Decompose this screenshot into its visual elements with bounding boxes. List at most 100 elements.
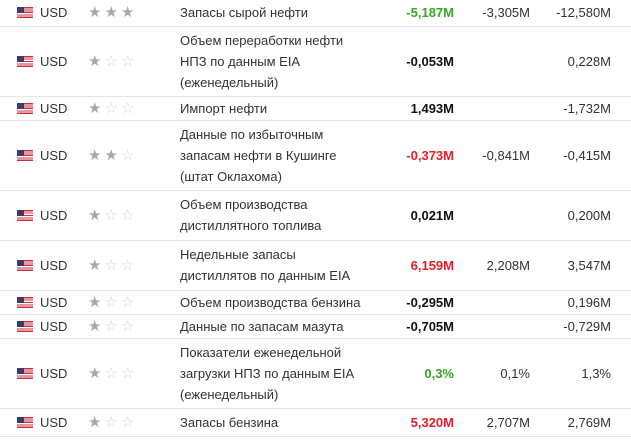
star-icon: ★ [88,52,102,70]
star-icon: ☆ [120,206,135,224]
importance-stars: ★ ☆ ☆ [84,415,180,430]
star-icon: ☆ [120,317,135,335]
currency: USD [40,120,84,191]
previous-value: -1,732M [530,96,631,121]
event-name-line: загрузки НПЗ по данным EIA [180,365,355,381]
previous-value: -0,729M [530,314,631,339]
importance-stars: ★ ★ ☆ [84,148,180,163]
importance-stars: ★ ★ ★ [84,5,180,20]
forecast-value: -0,841M [454,120,530,191]
us-flag-icon [17,259,33,271]
previous-value: -12,580M [530,0,631,27]
table-row[interactable]: USD ★ ☆ ☆ Импорт нефти 1,493M -1,732M [0,96,631,121]
table-row[interactable]: USD ★ ☆ ☆ Показатели еженедельной загрузки … [0,338,631,409]
actual-value: -0,705M [378,314,454,339]
event-name-line: Объем переработки нефти [180,32,344,48]
table-row[interactable]: USD ★ ★ ★ Запасы сырой нефти -5,187M -3,30… [0,0,631,27]
us-flag-icon [17,149,33,161]
table-row[interactable]: USD ★ ☆ ☆ Недельные запасы дистиллятов по д… [0,240,631,291]
star-icon: ★ [88,4,102,22]
importance-stars: ★ ☆ ☆ [84,319,180,334]
star-icon: ☆ [120,99,135,117]
table-row[interactable]: USD ★ ☆ ☆ Объем переработки нефти НПЗ по да… [0,26,631,97]
table-row[interactable]: USD ★ ☆ ☆ Запасы бензина 5,320M 2,707M 2,7… [0,408,631,437]
currency: USD [40,26,84,97]
event-name[interactable]: Объем переработки нефти НПЗ по данным EIA… [180,30,378,93]
star-icon: ★ [120,4,135,22]
forecast-value [454,96,530,121]
forecast-value: 2,208M [454,240,530,291]
table-row[interactable]: USD ★ ★ ☆ Данные по избыточным запасам нефт… [0,120,631,191]
star-icon: ★ [88,99,102,117]
currency: USD [40,96,84,121]
event-name-line: (еженедельный) [180,74,279,90]
importance-stars: ★ ☆ ☆ [84,366,180,381]
forecast-value [454,290,530,315]
previous-value: 3,547M [530,240,631,291]
star-icon: ☆ [120,413,135,431]
currency: USD [40,290,84,315]
star-icon: ☆ [104,364,118,382]
star-icon: ☆ [104,413,118,431]
importance-stars: ★ ☆ ☆ [84,208,180,223]
event-name-line: Данные по избыточным [180,126,324,142]
actual-value: 1,493M [378,96,454,121]
us-flag-icon [17,7,33,19]
event-name[interactable]: Запасы бензина [180,412,378,433]
table-row[interactable]: USD ★ ☆ ☆ Данные по запасам мазута -0,705M… [0,314,631,339]
event-name-line: Запасы бензина [180,414,279,430]
us-flag-icon [17,55,33,67]
star-icon: ★ [88,413,102,431]
star-icon: ★ [104,4,118,22]
star-icon: ★ [88,293,102,311]
forecast-value [454,26,530,97]
event-name-line: Запасы сырой нефти [180,5,309,21]
forecast-value: 2,707M [454,408,530,437]
event-name-line: Объем производства [180,197,308,212]
event-name[interactable]: Недельные запасы дистиллятов по данным EI… [180,244,378,286]
us-flag-icon [17,320,33,332]
importance-stars: ★ ☆ ☆ [84,54,180,69]
event-name[interactable]: Данные по избыточным запасам нефти в Куши… [180,124,378,187]
event-name-line: Недельные запасы [180,247,296,262]
star-icon: ☆ [104,99,118,117]
event-name[interactable]: Объем производства бензина [180,292,378,313]
star-icon: ☆ [120,146,135,164]
forecast-value: 0,1% [454,338,530,409]
actual-value: 0,3% [378,338,454,409]
event-name-line: НПЗ по данным EIA [180,53,301,69]
star-icon: ☆ [120,256,135,274]
event-name[interactable]: Запасы сырой нефти [180,2,378,23]
us-flag-icon [17,102,33,114]
importance-stars: ★ ☆ ☆ [84,258,180,273]
event-name[interactable]: Объем производства дистиллятного топлива [180,194,378,236]
event-name-line: Импорт нефти [180,100,268,116]
star-icon: ★ [104,146,118,164]
us-flag-icon [17,416,33,428]
event-name[interactable]: Импорт нефти [180,98,378,119]
star-icon: ☆ [104,256,118,274]
previous-value: 2,769M [530,408,631,437]
event-name-line: дистиллятов по данным EIA [180,268,351,283]
event-name[interactable]: Показатели еженедельной загрузки НПЗ по д… [180,342,378,405]
star-icon: ☆ [120,293,135,311]
previous-value: -0,415M [530,120,631,191]
star-icon: ☆ [104,206,118,224]
star-icon: ★ [88,206,102,224]
currency: USD [40,338,84,409]
actual-value: 5,320M [378,408,454,437]
event-name-line: Объем производства бензина [180,294,361,310]
actual-value: 0,021M [378,190,454,241]
table-row[interactable]: USD ★ ☆ ☆ Объем производства бензина -0,29… [0,290,631,315]
star-icon: ☆ [104,293,118,311]
currency: USD [40,408,84,437]
importance-stars: ★ ☆ ☆ [84,101,180,116]
event-name-line: дистиллятного топлива [180,218,322,233]
table-row[interactable]: USD ★ ☆ ☆ Объем производства дистиллятного … [0,190,631,241]
forecast-value [454,314,530,339]
event-name[interactable]: Данные по запасам мазута [180,316,378,337]
star-icon: ★ [88,146,102,164]
previous-value: 0,196M [530,290,631,315]
event-name-line: (штат Оклахома) [180,168,282,184]
